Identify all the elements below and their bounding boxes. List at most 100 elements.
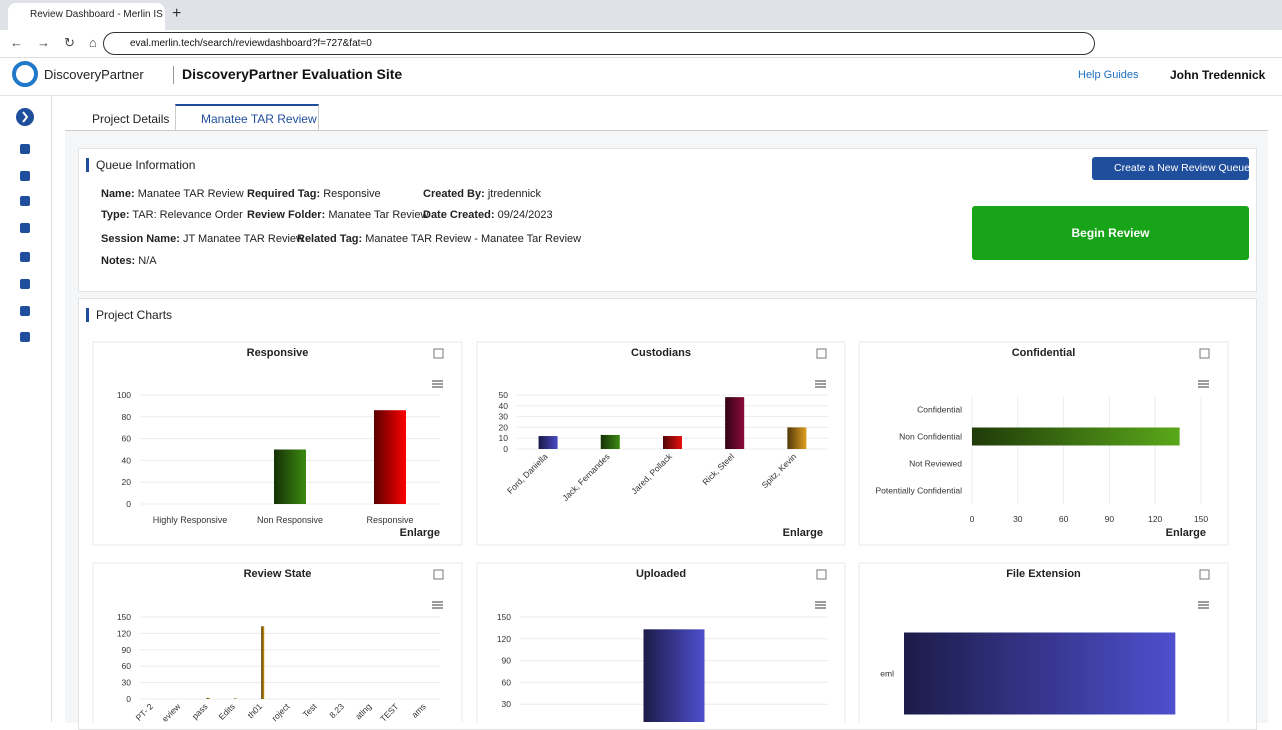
y-tick-label: 30	[122, 678, 132, 688]
x-tick-label: Responsive	[366, 515, 413, 525]
address-bar[interactable]	[103, 32, 1095, 55]
sidebar-toggle[interactable]	[16, 108, 34, 126]
x-tick-label: 90	[1105, 514, 1115, 524]
enlarge-link[interactable]: Enlarge	[1166, 527, 1206, 539]
x-tick-label: 150	[1194, 514, 1208, 524]
y-tick-label: 10	[499, 433, 509, 443]
tab-project-details[interactable]: Project Details	[92, 112, 170, 126]
nav-icon[interactable]	[20, 171, 30, 181]
new-tab[interactable]: +	[172, 5, 182, 22]
user-menu[interactable]: John Tredennick	[1170, 68, 1266, 82]
tab-strip	[0, 0, 1282, 30]
y-tick-label: eml	[880, 669, 894, 679]
bar-shade	[538, 436, 558, 449]
tab-active[interactable]	[175, 104, 319, 132]
bar-shade	[904, 632, 1176, 715]
x-tick-label: 120	[1148, 514, 1162, 524]
enlarge-link[interactable]: Enlarge	[400, 527, 440, 539]
y-tick-label: 90	[122, 645, 132, 655]
x-tick-label: 0	[970, 514, 975, 524]
nav-icon[interactable]	[20, 279, 30, 289]
y-tick-label: 150	[117, 612, 131, 622]
queue-field: Name: Manatee TAR Review	[101, 188, 244, 200]
divider	[173, 66, 174, 84]
tab-manatee: Manatee TAR Review	[201, 112, 317, 126]
chart-title: Uploaded	[636, 568, 686, 580]
nav-buttons[interactable]: ←→↻⌂	[10, 35, 111, 50]
bar-shade	[600, 434, 620, 449]
edit-icon[interactable]	[816, 569, 827, 580]
field-value: Responsive	[323, 188, 381, 200]
begin-review[interactable]: Begin Review	[972, 206, 1249, 260]
y-tick-label: 0	[503, 444, 508, 454]
nav-icon[interactable]	[20, 144, 30, 154]
sidebar	[0, 96, 52, 722]
bar-shade	[663, 436, 682, 449]
chart-card	[476, 341, 846, 546]
field-value: jtredennick	[487, 188, 542, 200]
queue-field: Type: TAR: Relevance Order	[101, 209, 243, 221]
field-label: Created By:	[423, 188, 485, 200]
bar-shade	[972, 427, 1180, 446]
y-tick-label: 40	[499, 401, 509, 411]
chart-title: Responsive	[247, 347, 309, 359]
y-tick-label: 100	[117, 390, 131, 400]
x-tick-label: Non Responsive	[257, 515, 323, 525]
y-tick-label: 80	[122, 412, 132, 422]
edit-icon[interactable]	[1199, 348, 1210, 359]
logo-mark	[12, 61, 38, 87]
bar-shade	[787, 427, 807, 449]
queue-field: Notes: N/A	[101, 255, 157, 267]
edit-icon[interactable]	[1199, 569, 1210, 580]
create-queue[interactable]: Create a New Review Queue	[1092, 157, 1250, 180]
enlarge-link[interactable]: Enlarge	[783, 527, 823, 539]
y-tick-label: 20	[122, 477, 132, 487]
field-value: Manatee Tar Review	[328, 209, 429, 221]
nav-icon[interactable]	[20, 196, 30, 206]
toolbar	[0, 30, 1282, 58]
field-value: N/A	[138, 255, 157, 267]
y-tick-label: 40	[122, 455, 132, 465]
y-tick-label: 120	[117, 628, 131, 638]
queue-field: Review Folder: Manatee Tar Review	[247, 209, 428, 221]
field-label: Required Tag:	[247, 188, 321, 200]
nav-icon[interactable]	[20, 223, 30, 233]
arrow-icon	[22, 111, 29, 123]
queue-field: Related Tag: Manatee TAR Review - Manate…	[297, 233, 581, 245]
logo-text: DiscoveryPartner	[44, 67, 144, 82]
browser-tab[interactable]	[8, 3, 165, 30]
x-tick-label: 60	[1059, 514, 1069, 524]
y-tick-label: 50	[499, 390, 509, 400]
y-tick-label: 60	[122, 434, 132, 444]
queue-field: Created By: jtredennick	[423, 188, 541, 200]
nav-icon[interactable]	[20, 306, 30, 316]
nav-icon[interactable]	[20, 252, 30, 262]
chart-title: Review State	[244, 568, 312, 580]
field-value: Manatee TAR Review - Manatee Tar Review	[365, 233, 582, 245]
field-label: Session Name:	[101, 233, 180, 245]
nav-icon[interactable]	[20, 332, 30, 342]
x-tick-label: 30	[1013, 514, 1023, 524]
y-tick-label: Non Confidential	[899, 432, 962, 442]
y-tick-label: 150	[497, 612, 511, 622]
bar-shade	[643, 629, 705, 722]
chart-card	[92, 562, 463, 722]
site-title: DiscoveryPartner Evaluation Site	[182, 66, 403, 82]
y-tick-label: 90	[502, 656, 512, 666]
field-value: Manatee TAR Review	[137, 188, 244, 200]
y-tick-label: 60	[502, 677, 512, 687]
queue-field: Required Tag: Responsive	[247, 188, 381, 200]
field-label: Notes:	[101, 255, 136, 267]
chart-title: Custodians	[631, 347, 691, 359]
edit-icon[interactable]	[433, 348, 444, 359]
field-label: Date Created:	[423, 209, 495, 221]
help-guides[interactable]: Help Guides	[1078, 69, 1139, 81]
field-label: Type:	[101, 209, 130, 221]
field-label: Name:	[101, 188, 135, 200]
charts-title: Project Charts	[86, 308, 172, 322]
field-value: TAR: Relevance Order	[132, 209, 243, 221]
edit-icon[interactable]	[816, 348, 827, 359]
edit-icon[interactable]	[433, 569, 444, 580]
field-label: Review Folder:	[247, 209, 326, 221]
